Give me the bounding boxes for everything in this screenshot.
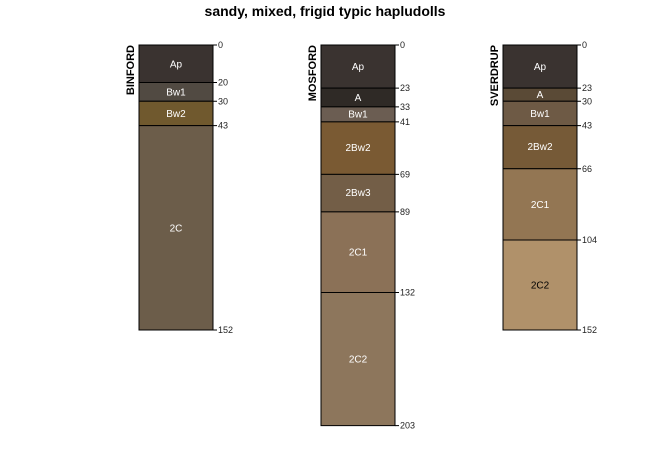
horizon-2bw2 (320, 121, 396, 175)
depth-label: 43 (218, 121, 228, 131)
depth-label: 43 (582, 121, 592, 131)
depth-label: 152 (582, 325, 597, 335)
horizon-ap (320, 44, 396, 89)
depth-label: 0 (218, 40, 223, 50)
horizon-label: 2C1 (531, 200, 550, 211)
depth-label: 69 (400, 169, 410, 179)
profile-binford: Ap Bw1 Bw2 2C 0 20 30 43 152 BINFORD (125, 40, 233, 335)
horizon-label: Ap (534, 62, 547, 73)
horizon-2c2 (320, 292, 396, 427)
horizon-label: A (355, 93, 362, 104)
depth-label: 0 (400, 40, 405, 50)
horizon-label: Ap (352, 62, 365, 73)
depth-label: 23 (582, 83, 592, 93)
depth-label: 33 (400, 102, 410, 112)
depth-label: 203 (400, 421, 415, 431)
profile-name: MOSFORD (307, 45, 319, 101)
horizon-ap (502, 44, 578, 89)
horizon-label: 2C2 (531, 281, 550, 292)
profile-mosford: Ap A Bw1 2Bw2 2Bw3 2C1 2C2 0 23 33 41 69 89 132 203 MOS… (307, 40, 415, 431)
depth-label: 0 (582, 40, 587, 50)
horizon-label: 2Bw2 (345, 143, 370, 154)
depth-label: 20 (218, 78, 228, 88)
horizon-label: 2Bw3 (345, 188, 370, 199)
horizon-2c (138, 125, 214, 331)
diagram-title: sandy, mixed, frigid typic hapludolls (205, 3, 446, 19)
depth-label: 89 (400, 207, 410, 217)
horizon-label: 2C1 (349, 248, 368, 259)
horizon-bw2 (138, 100, 214, 127)
profile-name: SVERDRUP (489, 45, 501, 106)
horizon-label: Bw2 (166, 109, 186, 120)
horizon-ap (138, 44, 214, 83)
horizon-label: Bw1 (166, 87, 186, 98)
horizon-2bw3 (320, 173, 396, 213)
depth-label: 152 (218, 325, 233, 335)
depth-label: 30 (582, 96, 592, 106)
horizon-2c2 (502, 239, 578, 331)
profile-name: BINFORD (125, 45, 137, 95)
depth-label: 41 (400, 117, 410, 127)
horizon-label: 2C2 (349, 355, 368, 366)
horizon-label: Bw1 (348, 110, 368, 121)
horizon-label: Ap (170, 59, 183, 70)
depth-label: 23 (400, 83, 410, 93)
depth-label: 66 (582, 164, 592, 174)
horizon-label: 2Bw2 (527, 142, 552, 153)
profile-sverdrup: Ap A Bw1 2Bw2 2C1 2C2 0 23 30 43 66 104 152 SVERDRUP (489, 40, 597, 335)
horizon-label: Bw1 (530, 109, 550, 120)
horizon-label: A (537, 90, 544, 101)
depth-label: 104 (582, 235, 597, 245)
horizon-label: 2C (170, 223, 183, 234)
horizon-2c1 (320, 211, 396, 293)
depth-label: 132 (400, 288, 415, 298)
depth-label: 30 (218, 96, 228, 106)
